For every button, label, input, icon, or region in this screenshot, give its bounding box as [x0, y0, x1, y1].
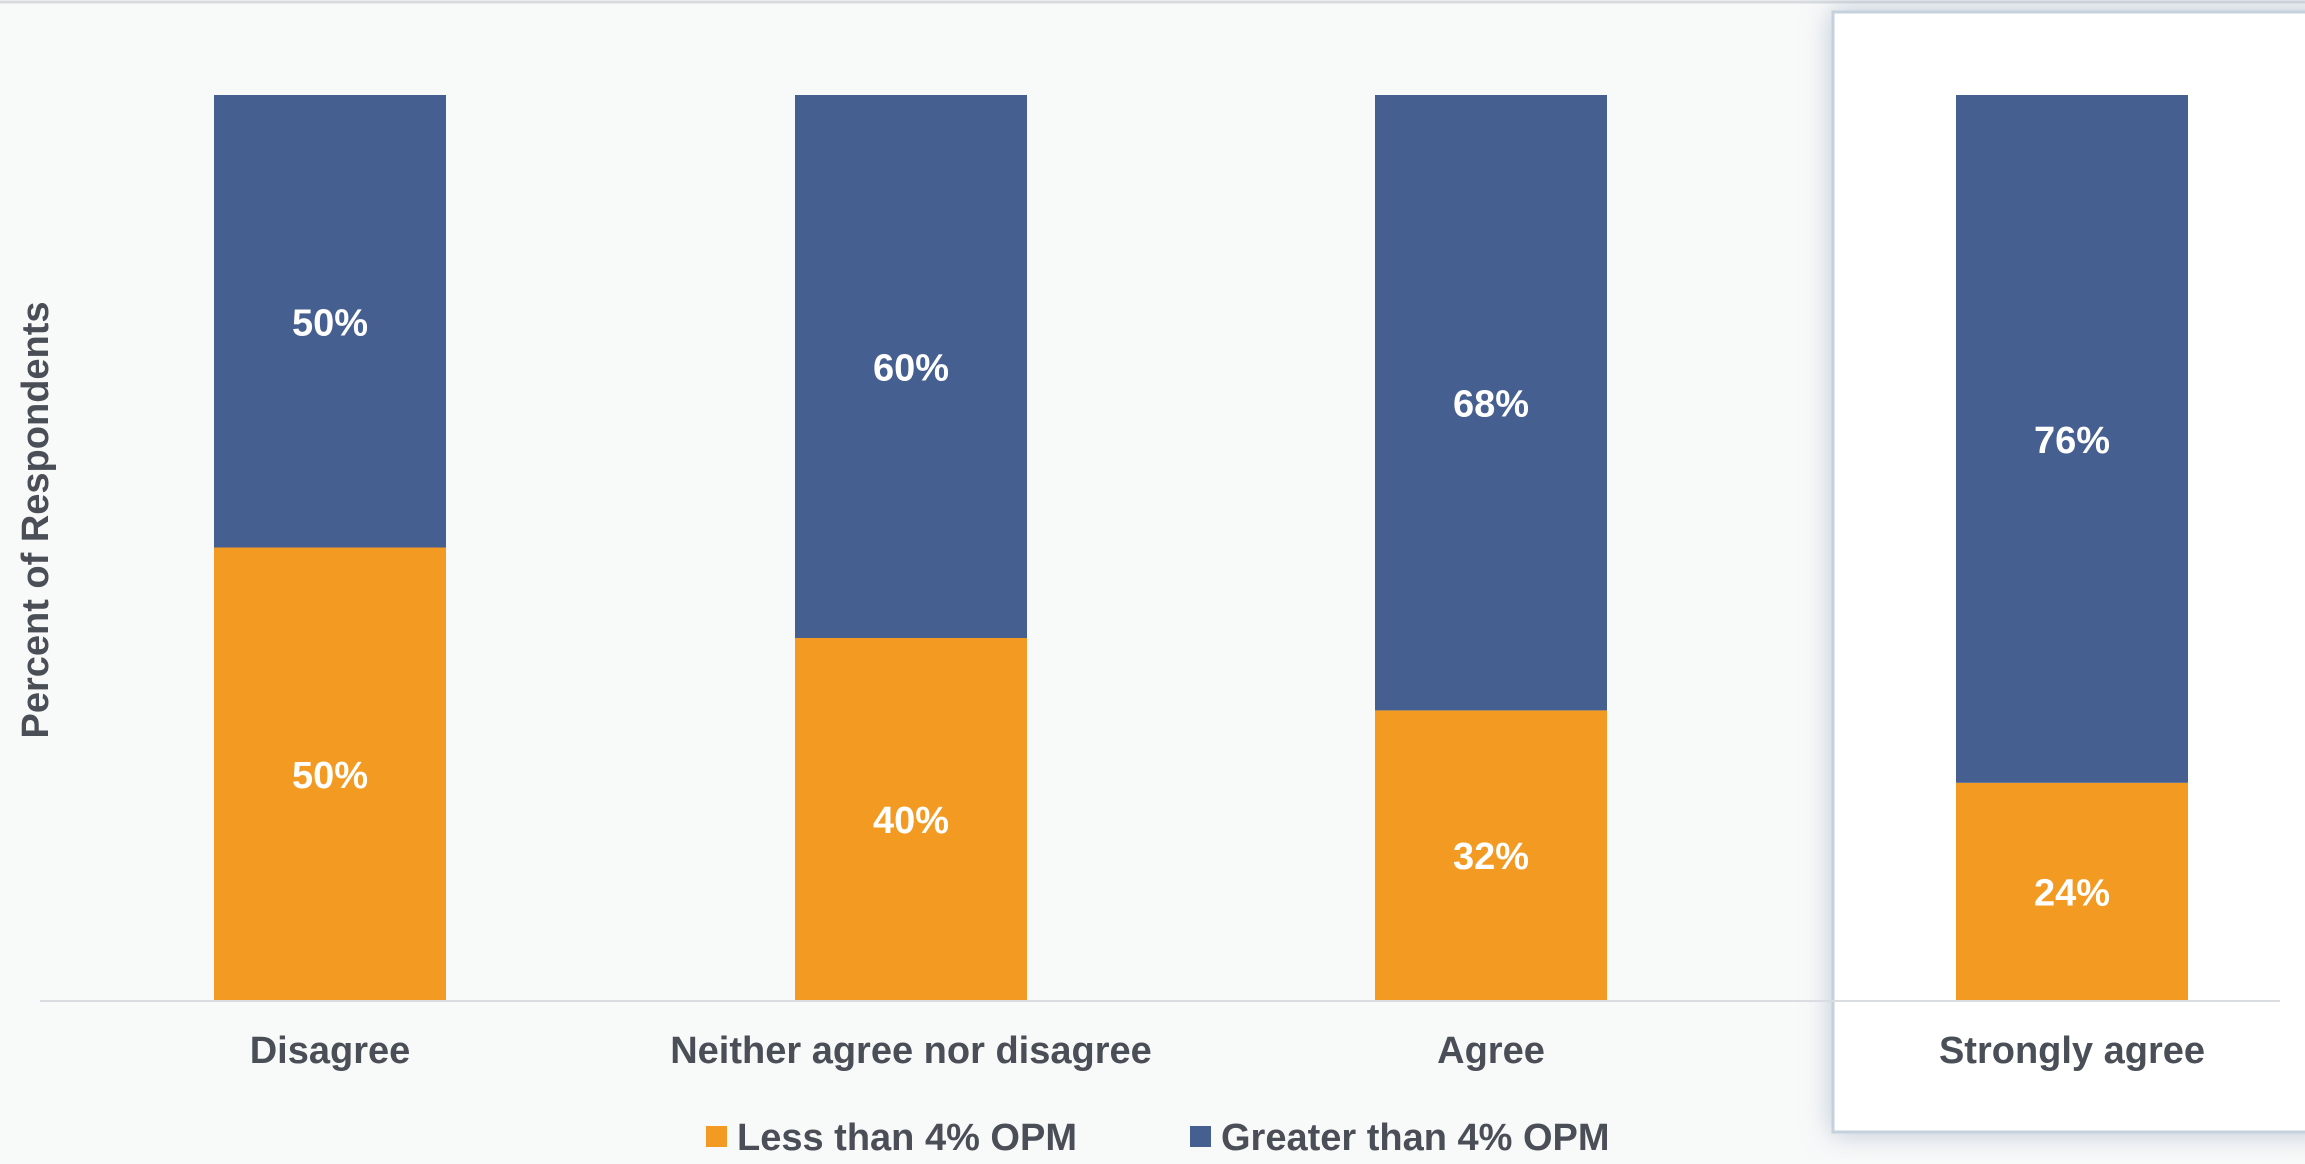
legend: Less than 4% OPM Greater than 4% OPM [706, 1117, 1610, 1159]
data-label-strongly-agree-less-than-4-opm: 24% [2034, 872, 2110, 914]
data-label-neither-agree-nor-disagree-less-than-4-opm: 40% [873, 800, 949, 842]
bar-disagree-greater-than-4-opm [214, 95, 446, 548]
category-label-strongly-agree: Strongly agree [1939, 1030, 2205, 1072]
data-label-agree-greater-than-4-opm: 68% [1453, 384, 1529, 426]
category-label-agree: Agree [1437, 1030, 1545, 1072]
bar-neither-agree-nor-disagree-less-than-4-opm [795, 638, 1027, 1000]
legend-swatch-greater-than-4-opm [1190, 1126, 1211, 1147]
bar-disagree-less-than-4-opm [214, 547, 446, 1000]
data-label-disagree-less-than-4-opm: 50% [292, 755, 368, 797]
legend-label-less-than-4-opm: Less than 4% OPM [737, 1117, 1077, 1159]
data-label-disagree-greater-than-4-opm: 50% [292, 302, 368, 344]
bar-agree-less-than-4-opm [1375, 710, 1607, 1000]
data-label-agree-less-than-4-opm: 32% [1453, 836, 1529, 878]
y-axis-title: Percent of Respondents [15, 301, 57, 738]
bar-strongly-agree-greater-than-4-opm [1956, 95, 2188, 783]
data-label-neither-agree-nor-disagree-greater-than-4-opm: 60% [873, 348, 949, 390]
bar-strongly-agree-less-than-4-opm [1956, 782, 2188, 1000]
bar-neither-agree-nor-disagree-greater-than-4-opm [795, 95, 1027, 638]
legend-swatch-less-than-4-opm [706, 1126, 727, 1147]
bars-layer: 50% 50% 40% 60% 32% 68% 24% 76% [214, 95, 2188, 1000]
bar-agree-greater-than-4-opm [1375, 95, 1607, 711]
category-label-disagree: Disagree [250, 1030, 411, 1072]
legend-label-greater-than-4-opm: Greater than 4% OPM [1221, 1117, 1610, 1159]
data-label-strongly-agree-greater-than-4-opm: 76% [2034, 420, 2110, 462]
category-labels: Disagree Neither agree nor disagree Agree S… [250, 1030, 2205, 1072]
category-label-neither-agree-nor-disagree: Neither agree nor disagree [670, 1030, 1152, 1072]
